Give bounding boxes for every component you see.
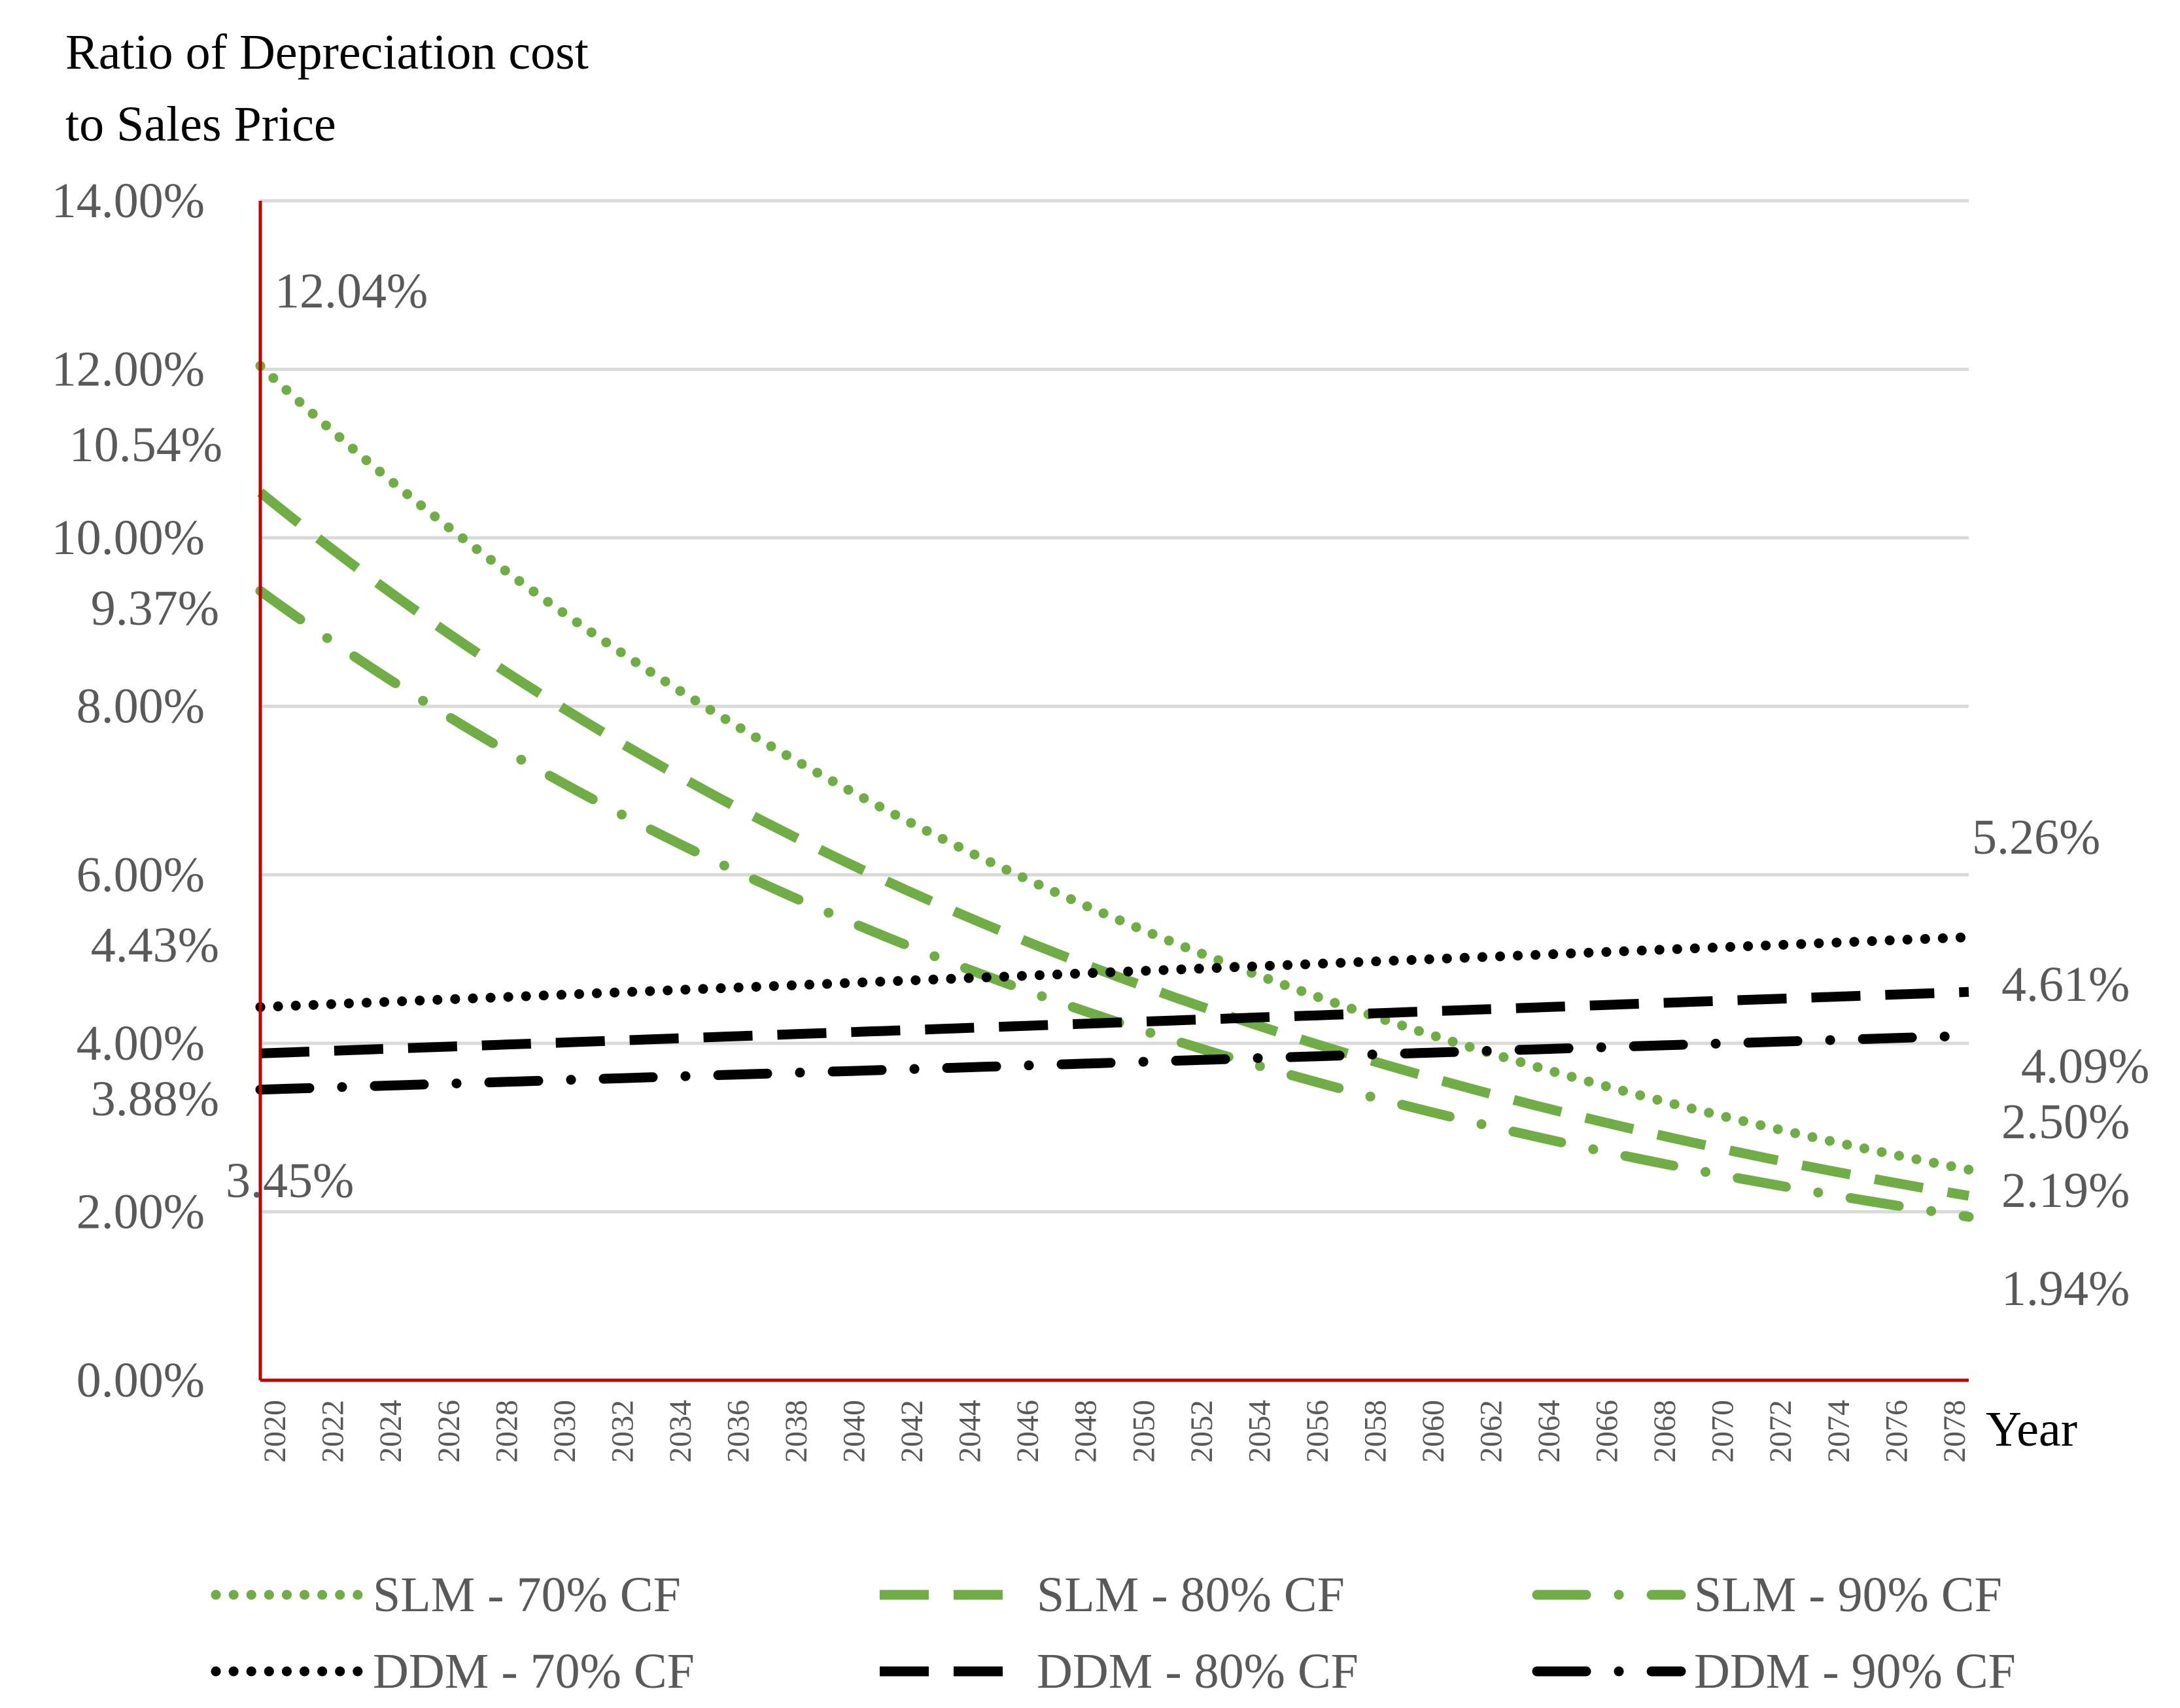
x-tick-label: 2058 xyxy=(1358,1400,1393,1463)
start-value-label: 4.43% xyxy=(91,918,219,973)
y-tick-label: 10.00% xyxy=(52,510,205,565)
x-tick-label: 2024 xyxy=(373,1400,408,1463)
y-axis-ticks: 0.00% 2.00% 4.00% 6.00% 8.00% 10.00% 12.00% 14.… xyxy=(52,173,205,1408)
y-tick-label: 2.00% xyxy=(77,1184,205,1239)
x-tick-label: 2060 xyxy=(1416,1400,1451,1463)
x-tick-label: 2046 xyxy=(1011,1400,1045,1463)
x-tick-label: 2028 xyxy=(489,1400,524,1463)
end-value-label: 5.26% xyxy=(1972,810,2100,865)
x-tick-label: 2032 xyxy=(605,1400,640,1463)
x-tick-label: 2050 xyxy=(1126,1400,1161,1463)
point-labels: 12.04% 2.50% 10.54% 2.19% 9.37% 1.94% 4.43% 5.2… xyxy=(69,264,2150,1316)
x-tick-label: 2072 xyxy=(1763,1400,1798,1463)
y-tick-label: 14.00% xyxy=(52,173,205,228)
chart-title: to Sales Price xyxy=(65,97,336,152)
y-tick-label: 12.00% xyxy=(52,342,205,397)
start-value-label: 3.88% xyxy=(91,1072,219,1126)
x-tick-label: 2056 xyxy=(1300,1400,1335,1463)
y-tick-label: 4.00% xyxy=(77,1016,205,1071)
x-tick-label: 2052 xyxy=(1185,1400,1219,1463)
x-tick-label: 2038 xyxy=(779,1400,814,1463)
legend-label: SLM - 90% CF xyxy=(1694,1567,2002,1622)
x-tick-label: 2062 xyxy=(1474,1400,1509,1463)
legend-label: DDM - 70% CF xyxy=(373,1644,695,1699)
x-tick-label: 2078 xyxy=(1937,1400,1972,1463)
x-axis-label: Year xyxy=(1986,1402,2077,1457)
series-line-2 xyxy=(257,488,1970,1201)
start-value-label: 10.54% xyxy=(69,417,222,472)
x-tick-label: 2048 xyxy=(1069,1400,1103,1463)
y-tick-label: 6.00% xyxy=(77,847,205,902)
series-line-4 xyxy=(255,932,1974,1012)
y-tick-label: 8.00% xyxy=(77,679,205,734)
start-value-label: 3.45% xyxy=(226,1153,354,1208)
x-tick-label: 2054 xyxy=(1242,1400,1277,1463)
end-value-label: 1.94% xyxy=(2001,1261,2130,1316)
start-value-label: 12.04% xyxy=(275,264,428,319)
start-value-label: 9.37% xyxy=(91,581,219,636)
legend: SLM - 70% CF SLM - 80% CF SLM - 90% CF DDM … xyxy=(211,1567,2016,1699)
x-tick-label: 2042 xyxy=(895,1400,929,1463)
y-tick-label: 0.00% xyxy=(77,1353,205,1408)
series-line-5 xyxy=(260,986,1969,1058)
x-tick-label: 2026 xyxy=(432,1400,466,1463)
x-tick-label: 2030 xyxy=(547,1400,582,1463)
x-tick-label: 2034 xyxy=(663,1400,698,1463)
chart-title: Ratio of Depreciation cost xyxy=(65,25,589,80)
x-tick-label: 2068 xyxy=(1648,1400,1682,1463)
x-axis-ticks: 2020 2022 2024 2026 2028 2030 2032 2034 2036 2038… xyxy=(258,1400,1972,1463)
x-tick-label: 2076 xyxy=(1879,1400,1914,1463)
legend-label: DDM - 90% CF xyxy=(1694,1644,2016,1699)
x-tick-label: 2044 xyxy=(953,1400,988,1463)
end-value-label: 4.09% xyxy=(2021,1039,2149,1094)
legend-label: SLM - 80% CF xyxy=(1037,1567,1345,1622)
end-value-label: 2.50% xyxy=(2001,1094,2130,1149)
series-line-1 xyxy=(255,360,1974,1175)
series-line-3 xyxy=(255,585,1974,1222)
end-value-label: 2.19% xyxy=(2001,1163,2130,1218)
series-lines xyxy=(255,360,1974,1222)
series-line-6 xyxy=(255,1030,1974,1095)
x-tick-label: 2036 xyxy=(721,1400,755,1463)
end-value-label: 4.61% xyxy=(2001,957,2130,1012)
x-tick-label: 2020 xyxy=(258,1400,292,1463)
axes xyxy=(258,201,1969,1382)
legend-label: SLM - 70% CF xyxy=(373,1567,681,1622)
x-tick-label: 2040 xyxy=(837,1400,872,1463)
x-tick-label: 2066 xyxy=(1590,1400,1625,1463)
x-tick-label: 2064 xyxy=(1532,1400,1566,1463)
x-tick-label: 2022 xyxy=(316,1400,351,1463)
legend-label: DDM - 80% CF xyxy=(1037,1644,1358,1699)
x-tick-label: 2070 xyxy=(1706,1400,1740,1463)
gridlines xyxy=(260,199,1969,1213)
x-tick-label: 2074 xyxy=(1822,1400,1856,1463)
